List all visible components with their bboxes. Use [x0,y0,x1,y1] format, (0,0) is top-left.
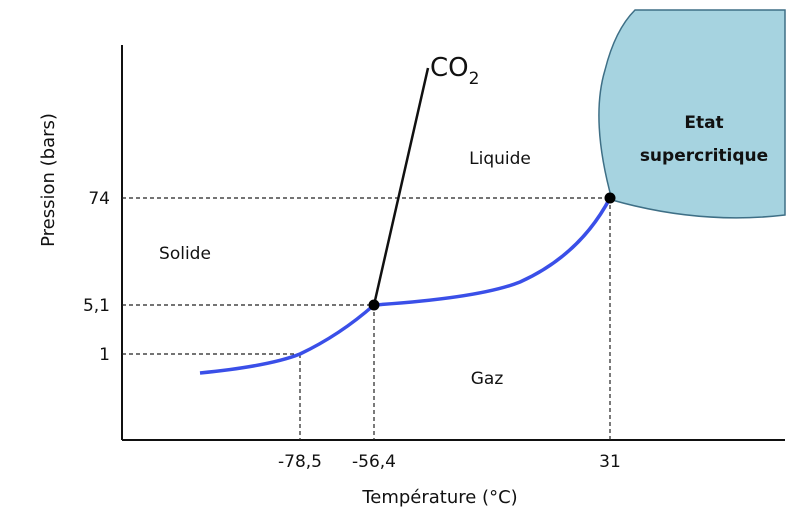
x-tick-label: -78,5 [278,452,322,472]
x-axis-label: Température (°C) [361,487,517,508]
region-label: Gaz [471,369,504,389]
region-label: supercritique [640,146,768,166]
y-axis-label: Pression (bars) [38,113,59,247]
vaporization-curve [199,197,612,375]
guide-lines [122,197,611,440]
y-tick-label: 5,1 [83,296,110,316]
x-tick-label: 31 [599,452,621,472]
subscript: 2 [469,69,480,89]
region-label: Solide [159,244,211,264]
x-tick-label: -56,4 [352,452,396,472]
formula: CO [430,53,469,83]
region-label: Etat [684,113,723,133]
region-label: Liquide [469,149,531,169]
y-tick-label: 1 [99,345,110,365]
y-tick-label: 74 [88,189,110,209]
curve-label: CO2 [430,53,479,89]
fusion-curve [372,67,430,306]
triple-point [368,299,380,311]
critical-point [604,192,616,204]
supercritical-region [598,9,786,219]
